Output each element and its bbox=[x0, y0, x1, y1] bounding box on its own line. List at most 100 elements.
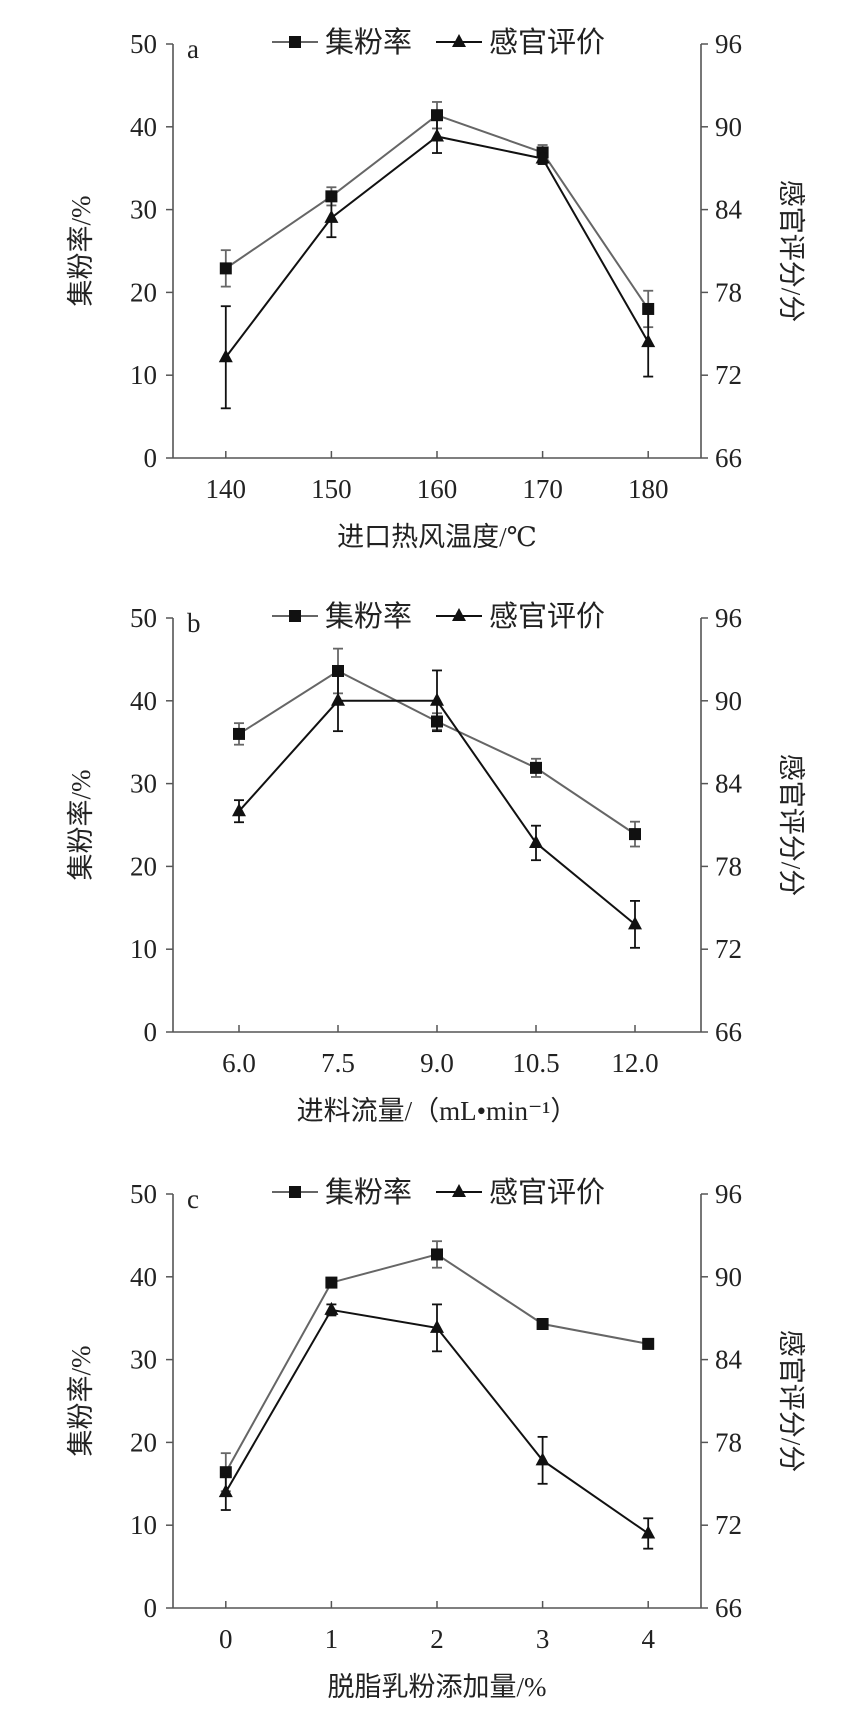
legend-label-sensory: 感官评价 bbox=[489, 26, 605, 59]
legend-square-icon bbox=[289, 36, 301, 48]
y2-tick-label: 78 bbox=[715, 851, 742, 881]
x-axis-label: 进口热风温度/℃ bbox=[337, 522, 537, 552]
data-point-triangle bbox=[232, 803, 246, 817]
x-axis-label: 脱脂乳粉添加量/% bbox=[328, 1672, 547, 1702]
y2-tick-label: 90 bbox=[715, 1262, 742, 1292]
y-tick-label: 10 bbox=[130, 360, 157, 390]
y-axis-label: 集粉率/% bbox=[66, 770, 96, 881]
panel-letter: a bbox=[187, 34, 199, 64]
data-point-triangle bbox=[218, 1484, 233, 1498]
chart-panel-a: 0 10 20 30 40 50 66 72 78 84 90 96 140 150 160 170 180 进口… bbox=[66, 26, 806, 552]
x-tick-label: 180 bbox=[628, 474, 669, 504]
data-point-square bbox=[219, 262, 232, 275]
legend-triangle-icon bbox=[452, 34, 466, 47]
x-tick-label: 4 bbox=[641, 1624, 655, 1654]
data-point-square bbox=[642, 1337, 655, 1350]
y2-tick-label: 96 bbox=[715, 29, 742, 59]
data-point-square bbox=[219, 1466, 232, 1479]
chart-panel-b: 0 10 20 30 40 50 66 72 78 84 90 96 6.0 7.5 9.0 10.5 12.0… bbox=[66, 600, 806, 1126]
data-point-square bbox=[629, 828, 641, 841]
x-tick-label: 6.0 bbox=[222, 1048, 256, 1078]
panel-letter: c bbox=[187, 1184, 199, 1214]
y2-tick-label: 84 bbox=[715, 769, 743, 799]
y-tick-label: 0 bbox=[144, 443, 158, 473]
y2-tick-label: 96 bbox=[715, 1179, 742, 1209]
series-line bbox=[225, 135, 650, 358]
series-line bbox=[224, 1253, 649, 1473]
legend: 集粉率 感官评价 bbox=[272, 600, 605, 633]
y-tick-label: 30 bbox=[130, 769, 157, 799]
x-tick-label: 9.0 bbox=[420, 1048, 454, 1078]
y2-tick-label: 66 bbox=[715, 1593, 742, 1623]
data-point-triangle bbox=[324, 209, 339, 223]
legend-label-rate: 集粉率 bbox=[325, 1176, 412, 1209]
x-tick-label: 140 bbox=[206, 474, 247, 504]
y2-tick-label: 84 bbox=[715, 1345, 743, 1375]
x-tick-label: 2 bbox=[430, 1624, 444, 1654]
data-point-triangle bbox=[324, 1301, 339, 1315]
legend-label-sensory: 感官评价 bbox=[489, 1176, 605, 1209]
y-tick-label: 20 bbox=[130, 851, 157, 881]
y2-tick-label: 66 bbox=[715, 1017, 742, 1047]
data-point-triangle bbox=[430, 692, 444, 706]
x-tick-label: 12.0 bbox=[611, 1048, 658, 1078]
y-tick-label: 20 bbox=[130, 277, 157, 307]
legend-square-icon bbox=[289, 1186, 301, 1198]
y2-axis-label: 感官评分/分 bbox=[776, 754, 806, 897]
legend-triangle-icon bbox=[452, 608, 466, 621]
y-tick-label: 10 bbox=[130, 1510, 157, 1540]
series-sensory bbox=[218, 1301, 656, 1550]
y-tick-label: 10 bbox=[130, 934, 157, 964]
x-tick-label: 3 bbox=[536, 1624, 550, 1654]
y-tick-label: 20 bbox=[130, 1427, 157, 1457]
y-tick-label: 30 bbox=[130, 195, 157, 225]
y-axis-label: 集粉率/% bbox=[66, 1346, 96, 1457]
y2-tick-label: 84 bbox=[715, 195, 743, 225]
x-tick-label: 1 bbox=[325, 1624, 339, 1654]
legend: 集粉率 感官评价 bbox=[272, 26, 605, 59]
data-point-triangle bbox=[641, 334, 656, 348]
data-point-square bbox=[431, 1248, 443, 1261]
y2-tick-label: 72 bbox=[715, 934, 742, 964]
data-point-triangle bbox=[430, 1319, 444, 1333]
data-point-square bbox=[530, 761, 542, 774]
series-rate bbox=[219, 1240, 655, 1493]
y-tick-label: 50 bbox=[130, 603, 157, 633]
x-tick-label: 10.5 bbox=[512, 1048, 559, 1078]
y-tick-label: 0 bbox=[144, 1593, 158, 1623]
y-axis-label: 集粉率/% bbox=[66, 196, 96, 307]
x-axis-label: 进料流量/（mL•min⁻¹） bbox=[297, 1096, 578, 1126]
data-point-triangle bbox=[628, 916, 642, 930]
legend: 集粉率 感官评价 bbox=[272, 1176, 605, 1209]
y2-tick-label: 78 bbox=[715, 1427, 742, 1457]
y-tick-label: 50 bbox=[130, 29, 157, 59]
data-point-triangle bbox=[529, 834, 543, 848]
y2-tick-label: 72 bbox=[715, 360, 742, 390]
y2-tick-label: 96 bbox=[715, 603, 742, 633]
data-point-square bbox=[431, 109, 443, 122]
y2-axis-label: 感官评分/分 bbox=[776, 1330, 806, 1473]
y-tick-label: 50 bbox=[130, 1179, 157, 1209]
y2-tick-label: 90 bbox=[715, 686, 742, 716]
data-point-square bbox=[325, 1276, 338, 1289]
y-tick-label: 40 bbox=[130, 1262, 157, 1292]
data-point-triangle bbox=[641, 1525, 656, 1539]
panel-letter: b bbox=[187, 608, 201, 638]
series-sensory bbox=[218, 119, 656, 410]
y2-axis-label: 感官评分/分 bbox=[776, 180, 806, 323]
y-tick-label: 0 bbox=[144, 1017, 158, 1047]
y-tick-label: 40 bbox=[130, 686, 157, 716]
legend-triangle-icon bbox=[452, 1184, 466, 1197]
legend-label-sensory: 感官评价 bbox=[489, 600, 605, 633]
data-point-triangle bbox=[331, 692, 345, 706]
x-tick-label: 160 bbox=[417, 474, 458, 504]
x-tick-label: 170 bbox=[522, 474, 563, 504]
y2-tick-label: 72 bbox=[715, 1510, 742, 1540]
y-tick-label: 30 bbox=[130, 1345, 157, 1375]
data-point-square bbox=[536, 1317, 549, 1330]
series-line bbox=[238, 699, 636, 926]
legend-label-rate: 集粉率 bbox=[325, 26, 412, 59]
x-tick-label: 150 bbox=[311, 474, 352, 504]
data-point-square bbox=[233, 727, 245, 740]
